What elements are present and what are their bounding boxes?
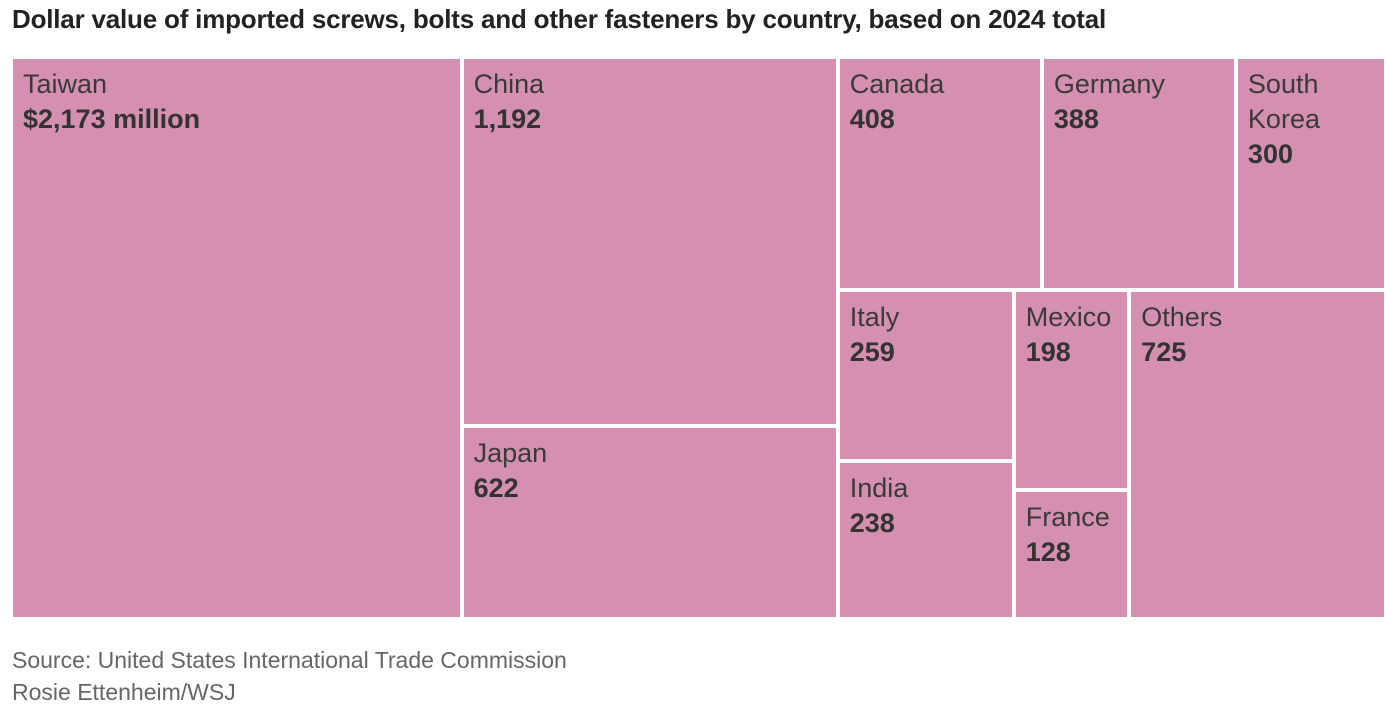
cell-label-south-korea: South Korea 300 xyxy=(1248,67,1378,172)
treemap-cell-japan: Japan 622 xyxy=(461,426,838,619)
cell-label-canada: Canada 408 xyxy=(850,67,1034,137)
cell-value-south-korea: 300 xyxy=(1247,139,1293,169)
cell-value-france: 128 xyxy=(1025,536,1071,567)
cell-label-italy: Italy 259 xyxy=(850,300,1006,370)
cell-label-taiwan: Taiwan $2,173 million xyxy=(23,67,454,137)
treemap-cell-others: Others 725 xyxy=(1129,289,1386,619)
treemap-cell-canada: Canada 408 xyxy=(837,57,1042,290)
cell-label-china: China 1,192 xyxy=(474,67,830,137)
cell-country-china: China xyxy=(473,69,545,99)
treemap-cell-france: France 128 xyxy=(1013,489,1130,619)
cell-value-italy: 259 xyxy=(849,336,895,367)
cell-country-taiwan: Taiwan xyxy=(23,69,108,99)
cell-country-japan: Japan xyxy=(473,438,548,469)
cell-country-mexico: Mexico xyxy=(1025,301,1112,332)
cell-country-india: India xyxy=(849,473,909,504)
cell-label-india: India 238 xyxy=(850,471,1006,541)
cell-label-japan: Japan 622 xyxy=(474,436,830,506)
cell-label-germany: Germany 388 xyxy=(1054,67,1228,137)
credit-note: Rosie Ettenheim/WSJ xyxy=(12,679,236,705)
treemap-cell-germany: Germany 388 xyxy=(1041,57,1236,290)
source-note: Source: United States International Trad… xyxy=(12,647,567,673)
cell-value-taiwan: $2,173 million xyxy=(23,104,201,134)
cell-country-canada: Canada xyxy=(849,69,945,99)
chart-footer: Source: United States International Trad… xyxy=(12,644,567,708)
cell-country-italy: Italy xyxy=(849,301,900,332)
treemap-cell-india: India 238 xyxy=(837,461,1014,619)
cell-label-others: Others 725 xyxy=(1141,300,1378,370)
treemap: Taiwan $2,173 million China 1,192 Japan 622 Ca… xyxy=(11,57,1386,619)
chart-title: Dollar value of imported screws, bolts a… xyxy=(12,4,1107,34)
cell-country-france: France xyxy=(1025,501,1110,532)
treemap-cell-taiwan: Taiwan $2,173 million xyxy=(11,57,462,619)
cell-country-germany: Germany xyxy=(1053,69,1165,99)
cell-country-others: Others xyxy=(1141,301,1223,332)
treemap-cell-italy: Italy 259 xyxy=(837,289,1014,462)
treemap-cell-china: China 1,192 xyxy=(461,57,838,427)
cell-value-canada: 408 xyxy=(849,104,895,134)
cell-value-china: 1,192 xyxy=(473,104,542,134)
treemap-cell-south-korea: South Korea 300 xyxy=(1235,57,1386,290)
cell-label-france: France 128 xyxy=(1026,500,1121,570)
cell-value-mexico: 198 xyxy=(1025,336,1071,367)
cell-value-india: 238 xyxy=(849,508,895,539)
cell-value-others: 725 xyxy=(1141,336,1187,367)
cell-country-south-korea: South Korea xyxy=(1247,69,1320,134)
cell-label-mexico: Mexico 198 xyxy=(1026,300,1121,370)
treemap-cell-mexico: Mexico 198 xyxy=(1013,289,1130,490)
cell-value-japan: 622 xyxy=(473,473,519,504)
cell-value-germany: 388 xyxy=(1053,104,1099,134)
